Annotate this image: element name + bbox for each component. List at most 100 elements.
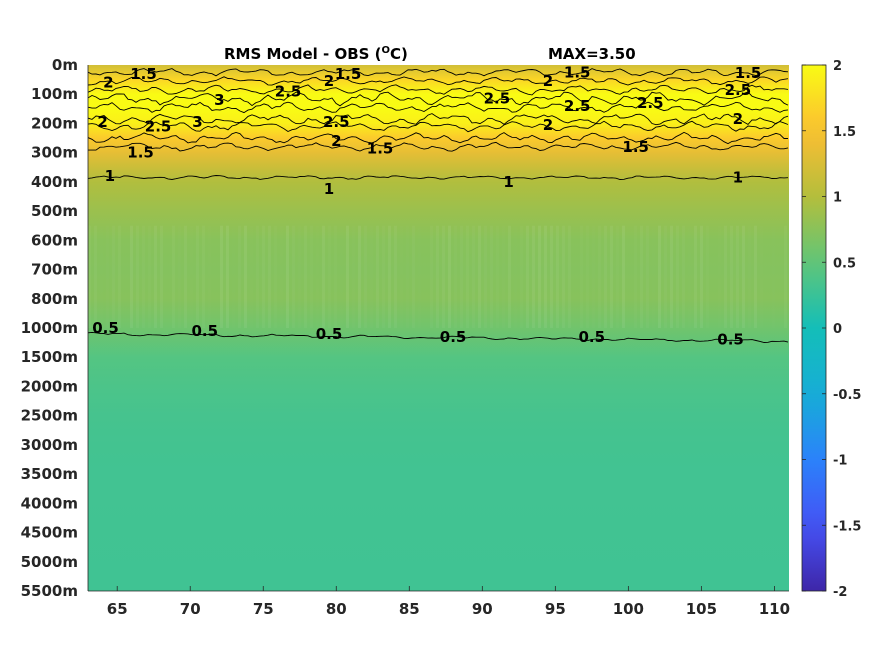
texture-streak <box>370 226 373 328</box>
contour-label: 2 <box>543 116 553 134</box>
texture-streak <box>358 225 361 328</box>
texture-streak <box>316 226 319 328</box>
texture-streak <box>274 226 277 328</box>
contour-label: 2.5 <box>484 90 511 108</box>
texture-streak <box>778 226 781 328</box>
colorbar-ticks: 2 1.5 1 0.5 0 -0.5 -1 -1.5 -2 <box>802 59 861 600</box>
texture-streak <box>442 225 445 328</box>
texture-streak <box>430 226 433 328</box>
x-tick-label: 105 <box>686 600 717 618</box>
y-tick-label: 0m <box>52 56 78 74</box>
texture-streak <box>472 226 475 328</box>
texture-streak <box>412 226 415 328</box>
contour-label: 0.5 <box>92 319 119 337</box>
y-tick-label: 5000m <box>21 553 78 571</box>
colorbar-tick-label: -2 <box>833 585 847 600</box>
contour-label: 0.5 <box>717 331 744 349</box>
texture-streak <box>148 226 151 328</box>
texture-streak <box>532 225 535 328</box>
contour-line <box>88 175 789 180</box>
texture-streak <box>286 225 289 328</box>
contour-line <box>88 141 789 152</box>
texture-streak <box>706 226 709 328</box>
texture-streak <box>154 225 157 328</box>
x-tick-label: 95 <box>545 600 566 618</box>
texture-streak <box>244 225 247 328</box>
texture-streak <box>238 226 241 328</box>
y-tick-label: 300m <box>31 144 78 162</box>
texture-streak <box>376 225 379 328</box>
texture-streak <box>340 226 343 328</box>
chart-title: RMS Model - OBS (OC) <box>224 45 408 63</box>
texture-streak <box>712 226 715 328</box>
texture-streak <box>484 226 487 328</box>
texture-streak <box>766 226 769 328</box>
texture-streak <box>598 226 601 328</box>
texture-streak <box>514 226 517 328</box>
texture-streak <box>184 225 187 328</box>
contour-label: 1.5 <box>735 64 762 82</box>
texture-streak <box>328 226 331 328</box>
texture-streak <box>784 226 787 328</box>
contour-label: 3 <box>192 113 202 131</box>
colorbar-tick-label: 1 <box>833 191 842 206</box>
contour-label: 0.5 <box>316 325 343 343</box>
texture-streak <box>448 225 451 328</box>
contour-label: 1 <box>105 167 115 185</box>
texture-streak <box>604 225 607 328</box>
texture-streak <box>208 226 211 328</box>
contour-line <box>88 101 789 114</box>
contour-line <box>88 113 789 126</box>
texture-streak <box>112 226 115 328</box>
colorbar-tick-label: 2 <box>833 59 842 74</box>
y-tick-label: 600m <box>31 231 78 249</box>
texture-streak <box>142 226 145 328</box>
texture-streak <box>418 226 421 328</box>
texture-streak <box>526 225 529 328</box>
texture-streak <box>718 226 721 328</box>
texture-streak <box>538 225 541 328</box>
contour-label: 1.5 <box>622 138 649 156</box>
chart-title-unit: C) <box>390 45 408 63</box>
contour-label: 2 <box>103 74 113 92</box>
x-tick-label: 90 <box>472 600 493 618</box>
colorbar-tick-label: -1 <box>833 454 847 469</box>
x-tick-label: 65 <box>107 600 128 618</box>
texture-streak <box>100 226 103 328</box>
y-tick-label: 2000m <box>21 377 78 395</box>
contour-label: 2 <box>543 72 553 90</box>
texture-streak <box>490 226 493 328</box>
texture-streak <box>118 226 121 328</box>
texture-streak <box>88 226 91 328</box>
texture-streak <box>466 226 469 328</box>
texture-streak <box>502 226 505 328</box>
texture-streak <box>508 225 511 328</box>
texture-streak <box>310 226 313 328</box>
contour-line <box>88 84 789 96</box>
texture-streak <box>352 226 355 328</box>
texture-streak <box>400 226 403 328</box>
texture-streak <box>622 225 625 328</box>
texture-streak <box>670 225 673 328</box>
texture-streak <box>160 225 163 328</box>
contour-label: 2 <box>324 72 334 90</box>
texture-streak <box>196 226 199 328</box>
x-tick-label: 85 <box>399 600 420 618</box>
texture-streak <box>694 225 697 328</box>
texture-streak <box>460 226 463 328</box>
texture-streak <box>586 226 589 328</box>
contour-line <box>88 131 788 145</box>
texture-streak <box>292 226 295 328</box>
texture-streak <box>136 225 139 328</box>
texture-streak <box>580 226 583 328</box>
texture-streak <box>232 226 235 328</box>
contour-label: 1.5 <box>564 63 591 81</box>
texture-streak <box>754 225 757 328</box>
x-axis: 65 70 75 80 85 90 95 100 105 110 <box>88 586 790 618</box>
chart-title-main: RMS Model - OBS ( <box>224 45 382 63</box>
contour-label: 0.5 <box>579 328 606 346</box>
max-label: MAX=3.50 <box>548 45 636 63</box>
contour-label: 2.5 <box>564 97 591 115</box>
